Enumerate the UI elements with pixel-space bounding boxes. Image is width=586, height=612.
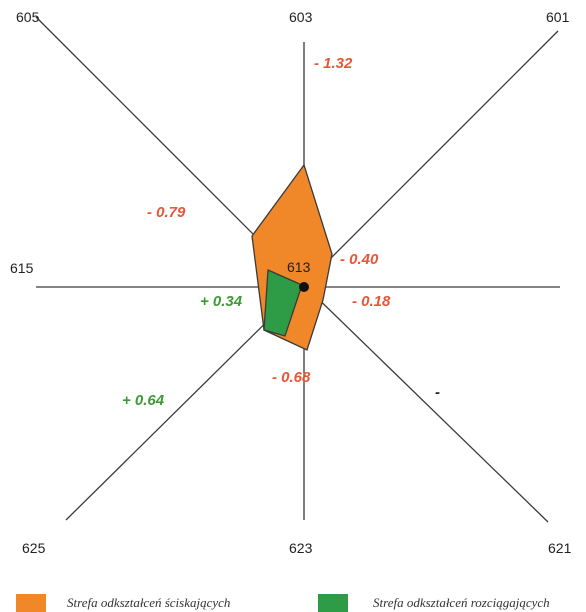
point-label-601: 601 bbox=[546, 9, 570, 25]
value-605: - 0.79 bbox=[147, 204, 186, 221]
point-label-603: 603 bbox=[289, 9, 313, 25]
legend-swatch-compression bbox=[16, 594, 46, 612]
value-603: - 1.32 bbox=[314, 55, 353, 72]
center-point-label: 613 bbox=[287, 259, 311, 275]
legend-label-tension: Strefa odkształceń rozciągających bbox=[373, 595, 550, 610]
point-label-623: 623 bbox=[289, 540, 313, 556]
value-621-b: - bbox=[435, 384, 440, 401]
value-625: + 0.64 bbox=[122, 392, 165, 409]
legend-swatch-tension bbox=[318, 594, 348, 612]
line-to-601 bbox=[303, 30, 559, 286]
value-623: - 0.68 bbox=[272, 369, 311, 386]
point-label-605: 605 bbox=[16, 9, 40, 25]
line-to-621 bbox=[303, 284, 549, 523]
legend-label-compression: Strefa odkształceń ściskających bbox=[67, 595, 230, 610]
tension-zone bbox=[263, 269, 303, 337]
center-point-613 bbox=[299, 282, 309, 292]
value-615: + 0.34 bbox=[200, 293, 243, 310]
point-label-625: 625 bbox=[22, 540, 46, 556]
value-601: - 0.40 bbox=[340, 251, 379, 268]
value-621-a: - 0.18 bbox=[352, 293, 391, 310]
point-label-615: 615 bbox=[10, 260, 34, 276]
point-label-621: 621 bbox=[548, 540, 572, 556]
